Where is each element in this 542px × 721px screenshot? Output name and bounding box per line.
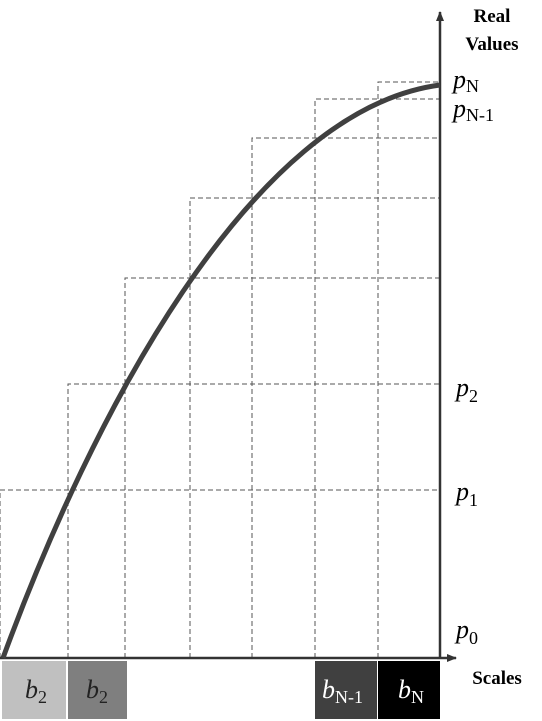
label-part: 2	[469, 386, 478, 406]
label-part: p	[454, 477, 469, 506]
scale-label: bN-1	[322, 675, 363, 707]
label-part: p	[454, 615, 469, 644]
value-label: pN	[451, 65, 479, 96]
label-part: 1	[469, 490, 478, 510]
curve	[0, 82, 441, 659]
scale-box	[68, 661, 127, 719]
label-part: b	[322, 675, 335, 704]
label-part: N-1	[335, 687, 363, 707]
scale-box	[315, 661, 377, 719]
label-part: 2	[38, 687, 47, 707]
scale-label: b2	[86, 675, 108, 707]
scale-box	[378, 661, 440, 719]
value-label: p2	[454, 373, 478, 406]
value-label: pN-1	[451, 94, 494, 125]
label-part: b	[398, 675, 411, 704]
y-axis-title: Real	[474, 6, 511, 27]
label-part: N	[466, 76, 479, 96]
scale-label: bN	[398, 675, 424, 707]
label-part: p	[451, 65, 466, 94]
label-part: p	[451, 94, 466, 123]
label-part: b	[25, 675, 38, 704]
value-label: p0	[454, 615, 478, 648]
value-label: p1	[454, 477, 478, 510]
label-part: N-1	[466, 105, 494, 125]
label-part: b	[86, 675, 99, 704]
label-part: N	[411, 687, 424, 707]
label-part: 2	[99, 687, 108, 707]
y-axis-title: Values	[465, 34, 518, 55]
scale-label: b2	[25, 675, 47, 707]
label-part: p	[454, 373, 469, 402]
label-part: 0	[469, 628, 478, 648]
scale-box	[2, 661, 66, 719]
scale-boxes: b2 b2 bN-1 bN	[2, 661, 440, 719]
dashed-grid	[0, 81, 440, 658]
value-labels: pN pN-1 p2 p1 p0	[451, 65, 494, 648]
x-axis-title: Scales	[472, 668, 522, 689]
